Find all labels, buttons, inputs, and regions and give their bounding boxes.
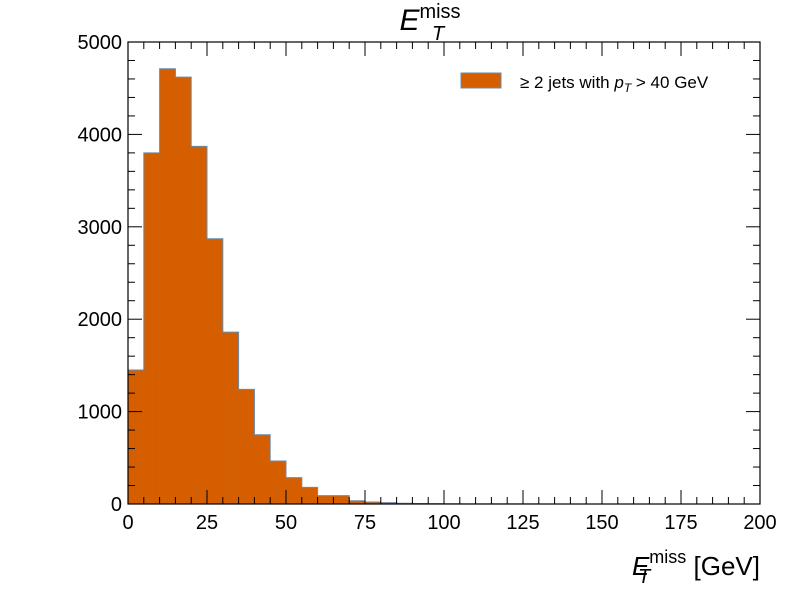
x-tick-labels: 0 25 50 75 100 125 150 175 200: [122, 512, 776, 534]
chart-title: Emiss: [399, 1, 460, 37]
y-tick-label: 0: [111, 494, 122, 516]
histogram-bin: [380, 502, 397, 504]
legend-label-var: p: [613, 73, 623, 92]
histogram-bars: [128, 68, 540, 505]
histogram-bin: [365, 501, 382, 504]
histogram-bin: [317, 495, 334, 504]
histogram-bin: [222, 332, 239, 504]
x-axis-label-sub: T: [638, 566, 652, 588]
histogram-bin: [238, 389, 255, 504]
histogram-bin: [207, 238, 224, 504]
histogram-bin: [128, 370, 145, 504]
histogram-bin: [286, 477, 303, 504]
x-tick-label: 125: [506, 512, 539, 534]
legend: ≥ 2 jets with pT > 40 GeV: [460, 72, 709, 95]
x-axis-label: Emiss [GeV]: [632, 547, 760, 581]
x-tick-label: 0: [122, 512, 133, 534]
x-tick-label: 175: [664, 512, 697, 534]
x-tick-label: 75: [354, 512, 376, 534]
chart-title-base: E: [399, 4, 420, 37]
legend-label-prefix: ≥ 2 jets with: [520, 73, 614, 92]
x-tick-label: 150: [585, 512, 618, 534]
histogram-bin: [333, 495, 350, 504]
y-tick-labels: 0 1000 2000 3000 4000 5000: [78, 32, 123, 516]
x-tick-label: 25: [196, 512, 218, 534]
legend-swatch: [460, 72, 502, 89]
legend-label-var-sub: T: [624, 81, 633, 95]
histogram-bin: [175, 77, 192, 504]
legend-label-suffix: > 40 GeV: [631, 73, 709, 92]
x-tick-label: 50: [275, 512, 297, 534]
histogram-bin: [159, 68, 176, 505]
chart-title-sub: T: [432, 23, 446, 45]
legend-label: ≥ 2 jets with pT > 40 GeV: [520, 73, 709, 95]
histogram-bin: [254, 434, 271, 504]
y-tick-label: 1000: [78, 402, 123, 424]
chart-title-sup: miss: [419, 1, 460, 23]
histogram-bin: [349, 500, 366, 504]
histogram-bin: [301, 487, 318, 504]
x-axis-label-base: E: [632, 551, 650, 581]
axis-ticks: [127, 41, 761, 505]
x-tick-label: 100: [427, 512, 460, 534]
y-tick-label: 5000: [78, 32, 123, 54]
y-tick-label: 2000: [78, 309, 123, 331]
histogram-bin: [191, 146, 208, 505]
x-tick-label: 200: [743, 512, 776, 534]
x-axis-label-sup: miss: [649, 547, 686, 567]
x-axis-label-unit: [GeV]: [686, 551, 760, 581]
y-tick-label: 4000: [78, 124, 123, 146]
histogram-bin: [270, 461, 287, 504]
histogram-bin: [143, 152, 160, 504]
y-tick-label: 3000: [78, 217, 123, 239]
